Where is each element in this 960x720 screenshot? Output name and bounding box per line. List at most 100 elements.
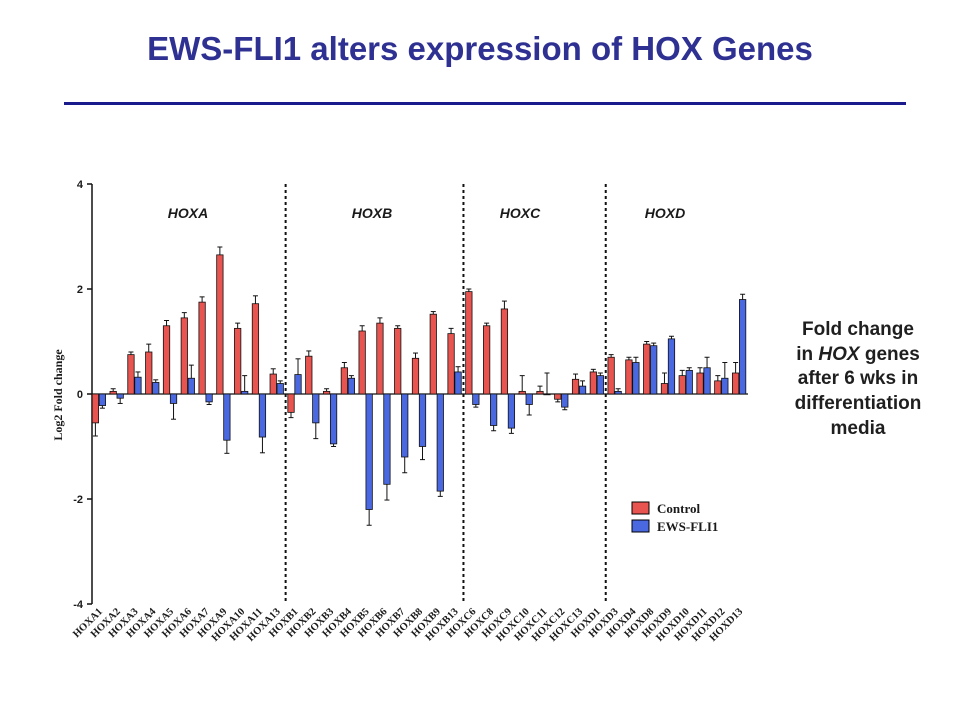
bar-control <box>465 291 473 395</box>
bar-ews-fli1 <box>418 393 427 447</box>
bar-ews-fli1 <box>561 393 569 408</box>
bar-ews-fli1 <box>152 382 160 395</box>
bar-control <box>607 356 615 395</box>
y-tick-label: -4 <box>73 599 84 611</box>
legend-label-ews-fli1: EWS-FLI1 <box>657 519 718 534</box>
bar-ews-fli1 <box>490 393 498 426</box>
bar-control <box>571 378 580 395</box>
legend-label-control: Control <box>657 501 700 516</box>
bar-ews-fli1 <box>614 390 622 395</box>
bar-ews-fli1 <box>525 393 533 405</box>
bar-control <box>554 393 562 400</box>
y-tick-label: 2 <box>77 284 83 296</box>
bar-ews-fli1 <box>241 390 249 395</box>
y-tick-label: 0 <box>77 389 83 401</box>
bar-ews-fli1 <box>258 393 267 438</box>
bar-control <box>358 330 366 395</box>
bar-control <box>198 301 206 395</box>
bar-control <box>305 355 313 395</box>
bar-ews-fli1 <box>739 299 747 395</box>
bar-ews-fli1 <box>187 377 195 395</box>
bar-control <box>518 390 526 395</box>
bar-control <box>376 322 384 395</box>
bar-ews-fli1 <box>116 393 124 399</box>
bar-control <box>500 308 509 395</box>
side-note-line-1: Fold change <box>802 319 914 340</box>
bar-ews-fli1 <box>98 393 106 406</box>
bar-control <box>216 254 224 395</box>
group-dividers <box>284 184 607 604</box>
bar-control <box>269 373 277 395</box>
side-note-line-4: differentiation <box>794 393 922 415</box>
bar-control <box>234 327 242 395</box>
bar-ews-fli1 <box>650 345 658 395</box>
bar-control <box>732 372 740 395</box>
group-label-hoxa: HOXA <box>168 205 208 221</box>
side-note: Fold change in HOX genes after 6 wks in … <box>768 318 948 441</box>
y-tick-label: -2 <box>73 494 83 506</box>
group-label-hoxc: HOXC <box>500 205 541 221</box>
slide-title: EWS-FLI1 alters expression of HOX Genes <box>147 30 813 67</box>
bar-control <box>660 383 669 395</box>
bar-ews-fli1 <box>472 393 480 405</box>
bar-ews-fli1 <box>205 393 213 403</box>
side-note-line-2: in HOX genes <box>768 343 948 368</box>
bar-control <box>109 390 117 395</box>
bar-control <box>394 327 402 395</box>
bar-ews-fli1 <box>436 393 444 492</box>
bar-control <box>625 359 633 395</box>
chart-legend: Control EWS-FLI1 <box>631 501 718 534</box>
title-underline <box>64 102 906 105</box>
legend-swatch-ews-fli1 <box>631 519 650 533</box>
bar-control <box>287 393 295 413</box>
bar-control <box>678 375 686 395</box>
bar-ews-fli1 <box>543 393 551 396</box>
bar-control <box>127 354 135 395</box>
bar-control <box>251 303 260 395</box>
bar-ews-fli1 <box>721 377 729 395</box>
bar-ews-fli1 <box>294 374 302 395</box>
bar-control <box>145 351 153 395</box>
bar-control <box>643 343 651 395</box>
bar-ews-fli1 <box>223 393 231 441</box>
bar-ews-fli1 <box>596 375 604 395</box>
bar-ews-fli1 <box>632 362 640 395</box>
side-note-suffix: genes <box>859 343 920 365</box>
bar-ews-fli1 <box>347 377 355 395</box>
bar-ews-fli1 <box>401 393 409 458</box>
bar-control <box>714 380 722 395</box>
bar-ews-fli1 <box>312 393 320 424</box>
bar-control <box>322 390 331 395</box>
bar-control <box>589 371 597 395</box>
side-note-emphasis: HOX <box>818 343 860 365</box>
side-note-line-5: media <box>830 417 886 439</box>
y-axis-label: Log2 Fold change <box>51 349 65 441</box>
bar-ews-fli1 <box>685 369 693 395</box>
bar-ews-fli1 <box>365 393 373 510</box>
bar-ews-fli1 <box>169 393 178 404</box>
bar-ews-fli1 <box>134 376 142 395</box>
bar-ews-fli1 <box>329 393 338 445</box>
y-tick-label: 4 <box>77 179 84 191</box>
bar-control <box>411 357 420 395</box>
bar-ews-fli1 <box>703 367 711 395</box>
group-label-hoxd: HOXD <box>645 205 685 221</box>
chart-bars <box>91 246 747 526</box>
bar-control <box>696 372 704 395</box>
bar-ews-fli1 <box>578 385 587 395</box>
side-note-line-3: after 6 wks in <box>797 368 919 390</box>
bar-ews-fli1 <box>383 393 391 485</box>
bar-control <box>447 333 455 395</box>
bar-control <box>180 317 188 395</box>
bar-ews-fli1 <box>276 383 284 395</box>
bar-control <box>162 325 171 395</box>
bar-control <box>483 325 491 395</box>
side-note-prefix: in <box>796 343 819 365</box>
bar-control <box>429 313 437 395</box>
bar-control <box>91 393 99 424</box>
bar-control <box>340 367 348 395</box>
bar-control <box>536 390 544 395</box>
bar-ews-fli1 <box>507 393 516 429</box>
bar-ews-fli1 <box>454 371 462 395</box>
